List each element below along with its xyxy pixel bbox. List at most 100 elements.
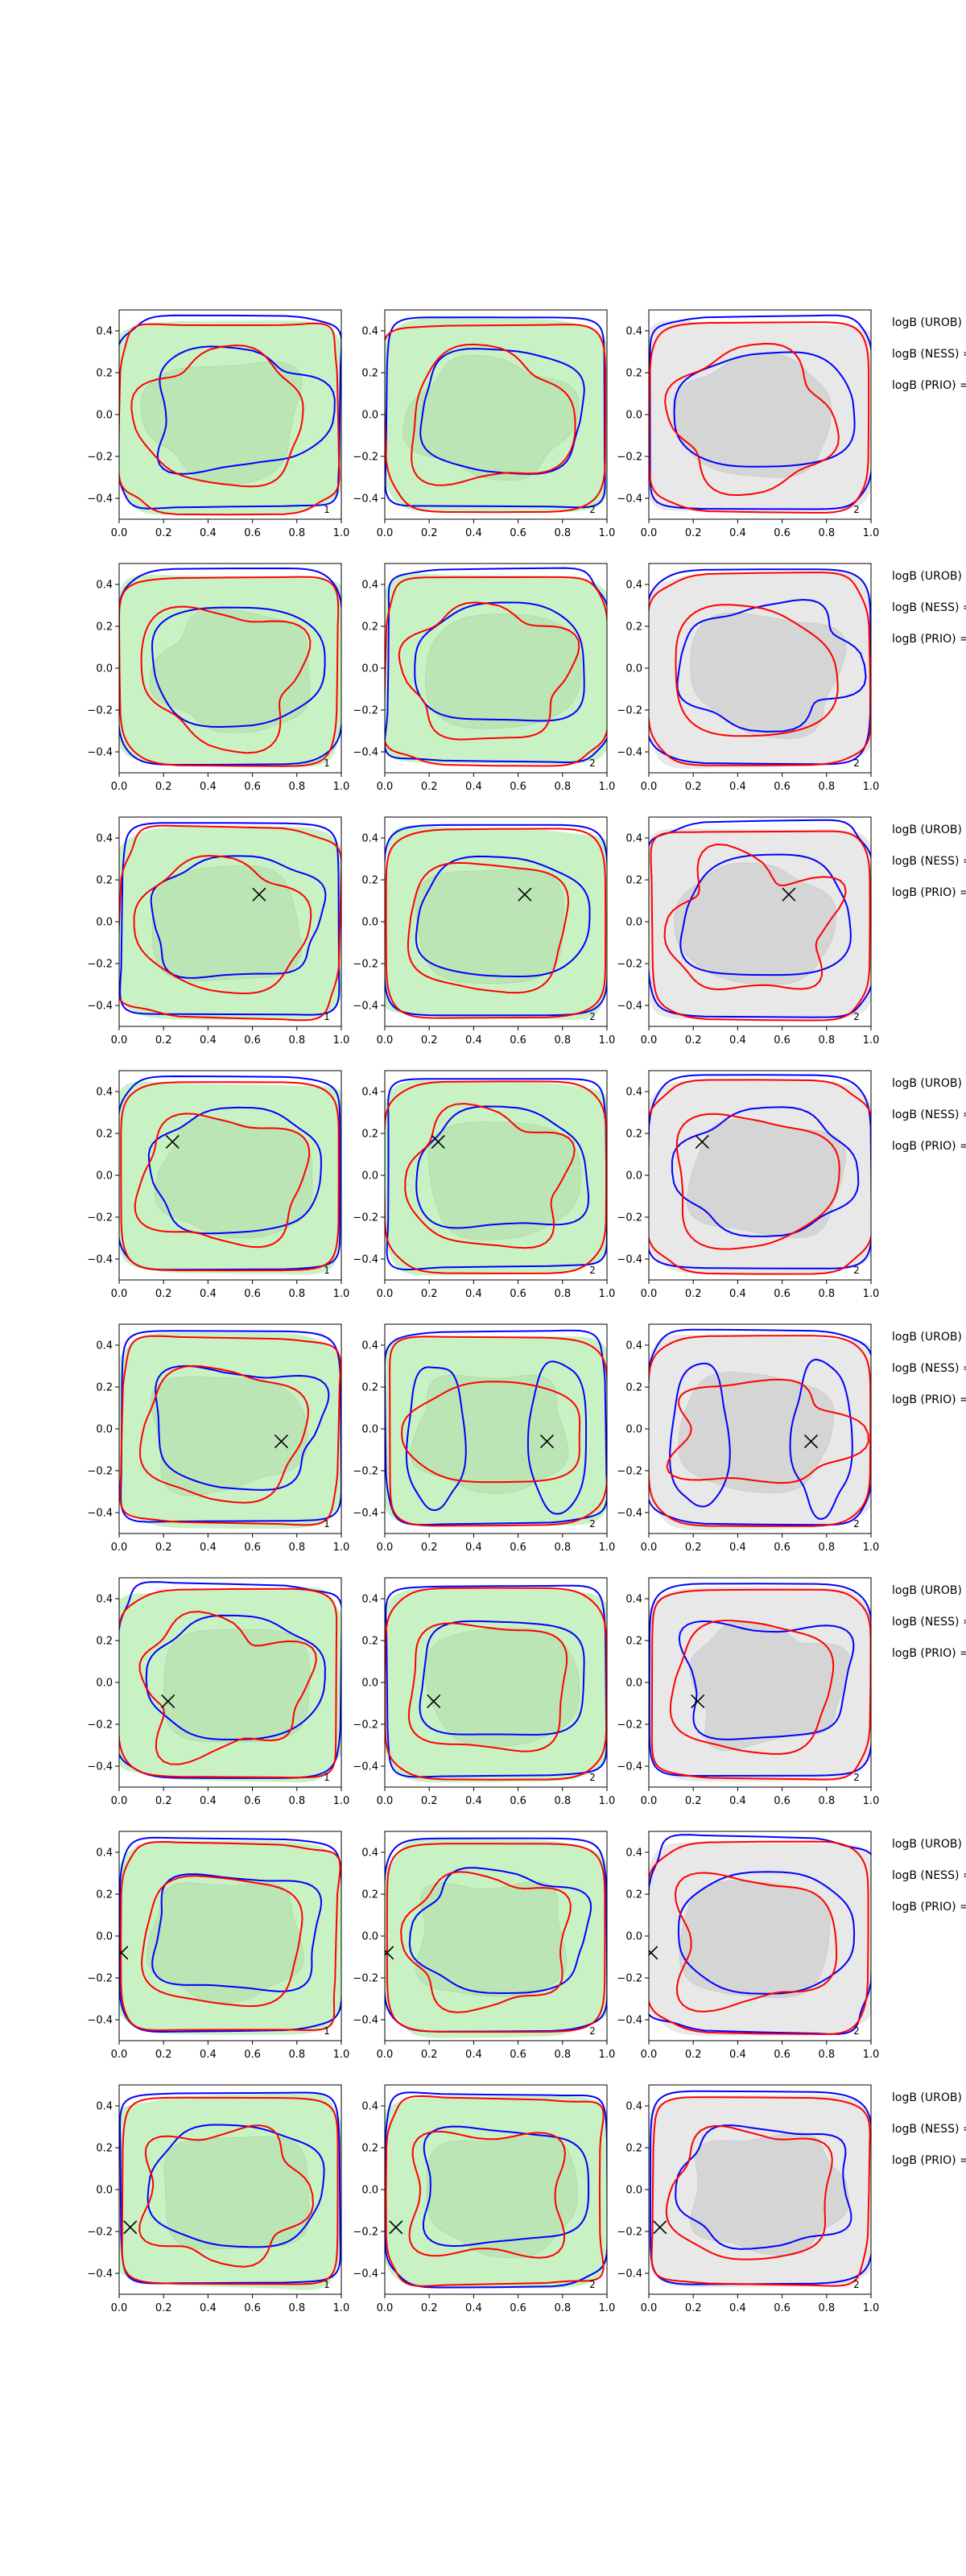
true-value-marker (431, 1134, 445, 1149)
x-tick-label: 0.0 (641, 781, 658, 793)
contour-line-red-inner (400, 1381, 581, 1484)
y-tick-label: −0.2 (617, 452, 642, 464)
x-tick-label: 0.2 (421, 781, 438, 793)
x-tick-label: 1.0 (599, 2049, 616, 2061)
x-tick-label: 0.8 (288, 781, 305, 793)
logb-annotation: logB (UROB) = (892, 1331, 966, 1344)
y-tick-label: −0.2 (87, 1719, 113, 1732)
x-tick-label: 0.6 (244, 2049, 261, 2061)
x-tick-label: 0.0 (377, 2049, 394, 2061)
contour-line-red-inner (407, 1622, 568, 1752)
y-tick-label: −0.2 (353, 705, 378, 717)
x-tick-label: 0.4 (729, 2302, 746, 2314)
x-tick-label: 0.6 (510, 1542, 526, 1554)
logb-annotation: logB (UROB) = (892, 1838, 966, 1851)
y-tick-label: 0.0 (96, 1424, 113, 1436)
contour-line-blue-inner (526, 1360, 587, 1515)
x-tick-label: 0.6 (774, 1034, 791, 1046)
y-tick-label: 0.4 (96, 326, 113, 338)
y-tick-label: 0.2 (96, 368, 113, 380)
contour-line-blue-inner (147, 2124, 325, 2248)
y-tick-label: −0.2 (87, 705, 113, 717)
y-tick-label: 0.4 (96, 580, 113, 592)
y-tick-label: 0.4 (625, 833, 642, 845)
x-tick-label: 0.2 (685, 1288, 702, 1300)
x-tick-label: 0.6 (510, 2049, 526, 2061)
true-value-marker (389, 2220, 403, 2235)
contour-line-red-inner (411, 343, 576, 486)
x-tick-label: 0.4 (465, 1542, 482, 1554)
x-tick-label: 0.2 (685, 2302, 702, 2314)
density-shade-inner (146, 1882, 304, 2004)
y-tick-label: −0.4 (353, 747, 378, 759)
y-tick-label: −0.4 (353, 1254, 378, 1266)
panel-index-label: 2 (589, 2279, 596, 2290)
x-tick-label: 0.4 (729, 1034, 746, 1046)
contour-panel: 0.0 0.2 0.4 0.6 0.8 1.0 0.4 0.2 0.0 −0.2 −0.4 2 (353, 1577, 615, 1807)
panel-index-label: 2 (589, 758, 596, 769)
y-tick-label: −0.2 (353, 1719, 378, 1732)
contour-line-blue-inner (150, 855, 327, 979)
y-tick-label: −0.4 (87, 747, 113, 759)
x-tick-label: 0.0 (111, 1542, 128, 1554)
logb-annotation: logB (NESS) = (892, 1616, 966, 1629)
x-tick-label: 0.2 (155, 781, 172, 793)
contour-line-blue-inner (405, 1366, 467, 1511)
contour-line-red-inner (407, 861, 569, 994)
x-tick-label: 0.4 (465, 2049, 482, 2061)
panel-index-label: 2 (589, 504, 596, 515)
contour-line-red-inner (674, 1872, 838, 2013)
y-tick-label: 0.2 (361, 1129, 378, 1141)
contour-line-red-outer (385, 1080, 607, 1274)
contour-panel: 0.0 0.2 0.4 0.6 0.8 1.0 0.4 0.2 0.0 −0.2 −0.4 2 (353, 1070, 615, 1300)
true-value-marker (695, 1134, 709, 1149)
x-tick-label: 0.2 (421, 527, 438, 539)
contour-line-blue-outer (649, 1074, 871, 1269)
x-tick-label: 0.2 (155, 1288, 172, 1300)
y-tick-label: 0.4 (361, 326, 378, 338)
y-tick-label: −0.4 (617, 2268, 642, 2281)
logb-annotation: logB (NESS) = (892, 2123, 966, 2136)
y-tick-label: −0.4 (617, 1254, 642, 1266)
contour-line-red-inner (140, 1875, 303, 2008)
x-tick-label: 0.6 (510, 1288, 526, 1300)
density-shade-inner (427, 1121, 581, 1241)
x-tick-label: 0.6 (774, 2302, 791, 2314)
x-tick-label: 0.4 (465, 1795, 482, 1807)
contour-line-red-outer (385, 2095, 605, 2287)
contour-line-red-inner (666, 1378, 869, 1484)
panel-index-label: 2 (853, 504, 860, 515)
x-tick-label: 0.2 (421, 2049, 438, 2061)
y-tick-label: −0.2 (617, 1719, 642, 1732)
x-tick-label: 0.4 (465, 2302, 482, 2314)
logb-annotation: logB (PRIO) = (892, 1140, 966, 1153)
contour-line-blue-inner (678, 1620, 855, 1740)
contour-panel: 0.0 0.2 0.4 0.6 0.8 1.0 0.4 0.2 0.0 −0.2 −0.4 1 (87, 1577, 349, 1807)
contour-line-red-outer (119, 322, 341, 516)
x-tick-label: 0.8 (818, 1288, 835, 1300)
y-tick-label: −0.2 (87, 1466, 113, 1478)
y-tick-label: 0.2 (96, 1382, 113, 1394)
x-tick-label: 1.0 (599, 527, 616, 539)
y-tick-label: 0.4 (361, 1847, 378, 1860)
x-tick-label: 0.6 (244, 1542, 261, 1554)
contour-line-blue-outer (385, 316, 606, 509)
contour-line-red-outer (385, 324, 607, 514)
density-shade-inner (151, 865, 302, 981)
contour-panel: 0.0 0.2 0.4 0.6 0.8 1.0 0.4 0.2 0.0 −0.2 −0.4 2 (617, 1323, 879, 1554)
logb-annotation: logB (NESS) = (892, 1869, 966, 1882)
contour-panel: 0.0 0.2 0.4 0.6 0.8 1.0 0.4 0.2 0.0 −0.2 −0.4 1 (87, 2084, 349, 2314)
y-tick-label: −0.4 (617, 747, 642, 759)
contour-line-red-outer (649, 1079, 871, 1275)
x-tick-label: 0.6 (244, 1795, 261, 1807)
panel-index-label: 1 (324, 2279, 330, 2290)
panel-index-label: 2 (853, 1265, 860, 1276)
true-value-marker (691, 1694, 705, 1708)
x-tick-label: 0.2 (685, 1542, 702, 1554)
true-value-marker (653, 2220, 667, 2235)
contour-line-red-outer (120, 1081, 340, 1272)
x-tick-label: 0.8 (554, 1288, 571, 1300)
x-tick-label: 0.6 (510, 1795, 526, 1807)
contour-line-red-inner (134, 1113, 311, 1249)
contour-line-blue-outer (119, 2091, 341, 2285)
